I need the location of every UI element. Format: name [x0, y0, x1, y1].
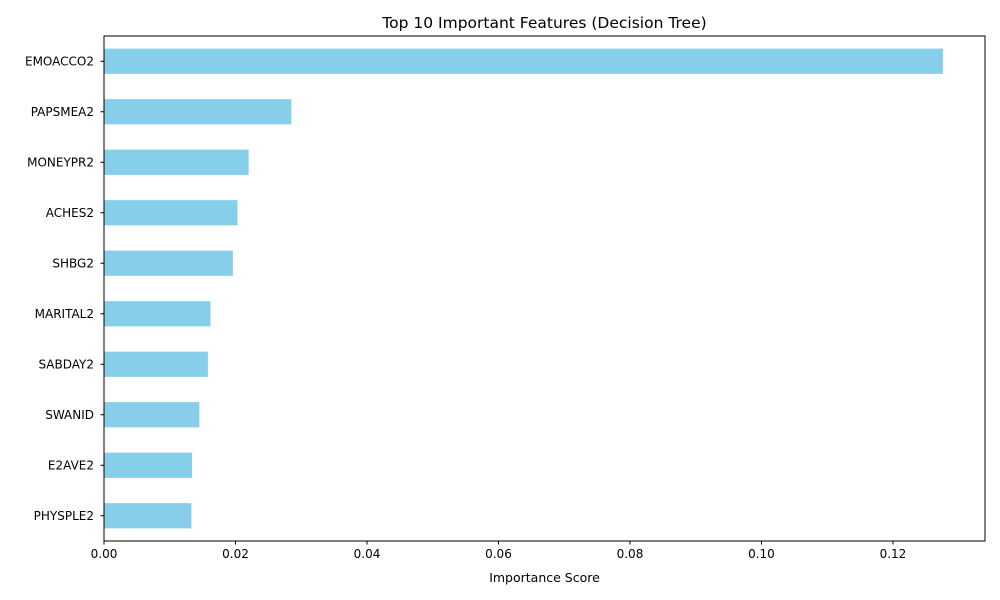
x-tick-label: 0.12	[880, 547, 907, 561]
y-tick-label: MONEYPR2	[27, 155, 94, 169]
y-tick-label: E2AVE2	[48, 458, 94, 472]
bar-marital2	[104, 301, 211, 327]
y-tick-label: ACHES2	[46, 206, 94, 220]
x-tick-label: 0.10	[748, 547, 775, 561]
bar-physple2	[104, 503, 192, 529]
x-axis-ticks: 0.00 0.02 0.04 0.06 0.08 0.10 0.12	[91, 541, 907, 561]
bar-aches2	[104, 200, 238, 226]
y-tick-label: SHBG2	[52, 256, 94, 270]
x-axis-label: Importance Score	[489, 570, 600, 585]
y-tick-label: PHYSPLE2	[34, 509, 94, 523]
x-tick-label: 0.04	[354, 547, 381, 561]
x-tick-label: 0.00	[91, 547, 118, 561]
y-tick-label: EMOACCO2	[25, 54, 94, 68]
bar-swanid	[104, 402, 200, 428]
bar-sabday2	[104, 351, 208, 377]
x-tick-label: 0.08	[617, 547, 644, 561]
bar-shbg2	[104, 250, 233, 276]
x-tick-label: 0.06	[485, 547, 512, 561]
y-tick-label: SABDAY2	[38, 357, 94, 371]
y-tick-label: SWANID	[45, 408, 94, 422]
chart-title: Top 10 Important Features (Decision Tree…	[381, 14, 706, 32]
bar-moneypr2	[104, 149, 249, 175]
bars-group	[104, 48, 943, 529]
bar-e2ave2	[104, 452, 193, 478]
bar-papsmea2	[104, 99, 292, 125]
x-tick-label: 0.02	[222, 547, 249, 561]
y-tick-label: MARITAL2	[35, 307, 94, 321]
y-tick-label: PAPSMEA2	[31, 105, 94, 119]
plot-frame	[103, 35, 986, 542]
y-axis-ticks: EMOACCO2 PAPSMEA2 MONEYPR2 ACHES2 SHBG2 MARIT…	[25, 54, 104, 523]
bar-emoacco2	[104, 48, 943, 74]
